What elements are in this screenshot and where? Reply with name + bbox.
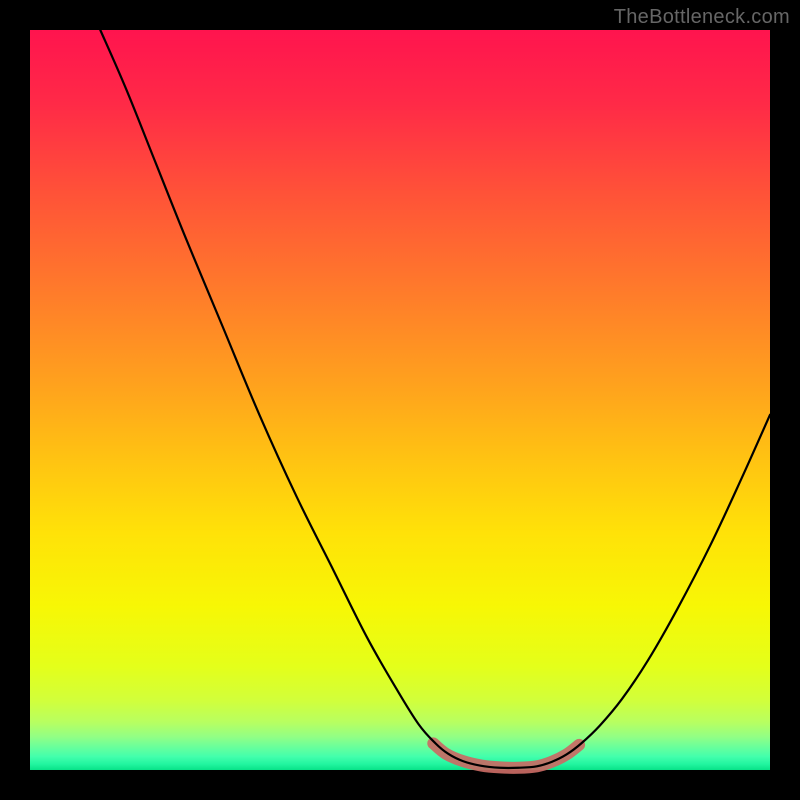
- chart-container: TheBottleneck.com: [0, 0, 800, 800]
- watermark-text: TheBottleneck.com: [614, 6, 790, 29]
- bottleneck-curve-chart: [0, 0, 800, 800]
- plot-area-gradient: [30, 30, 770, 770]
